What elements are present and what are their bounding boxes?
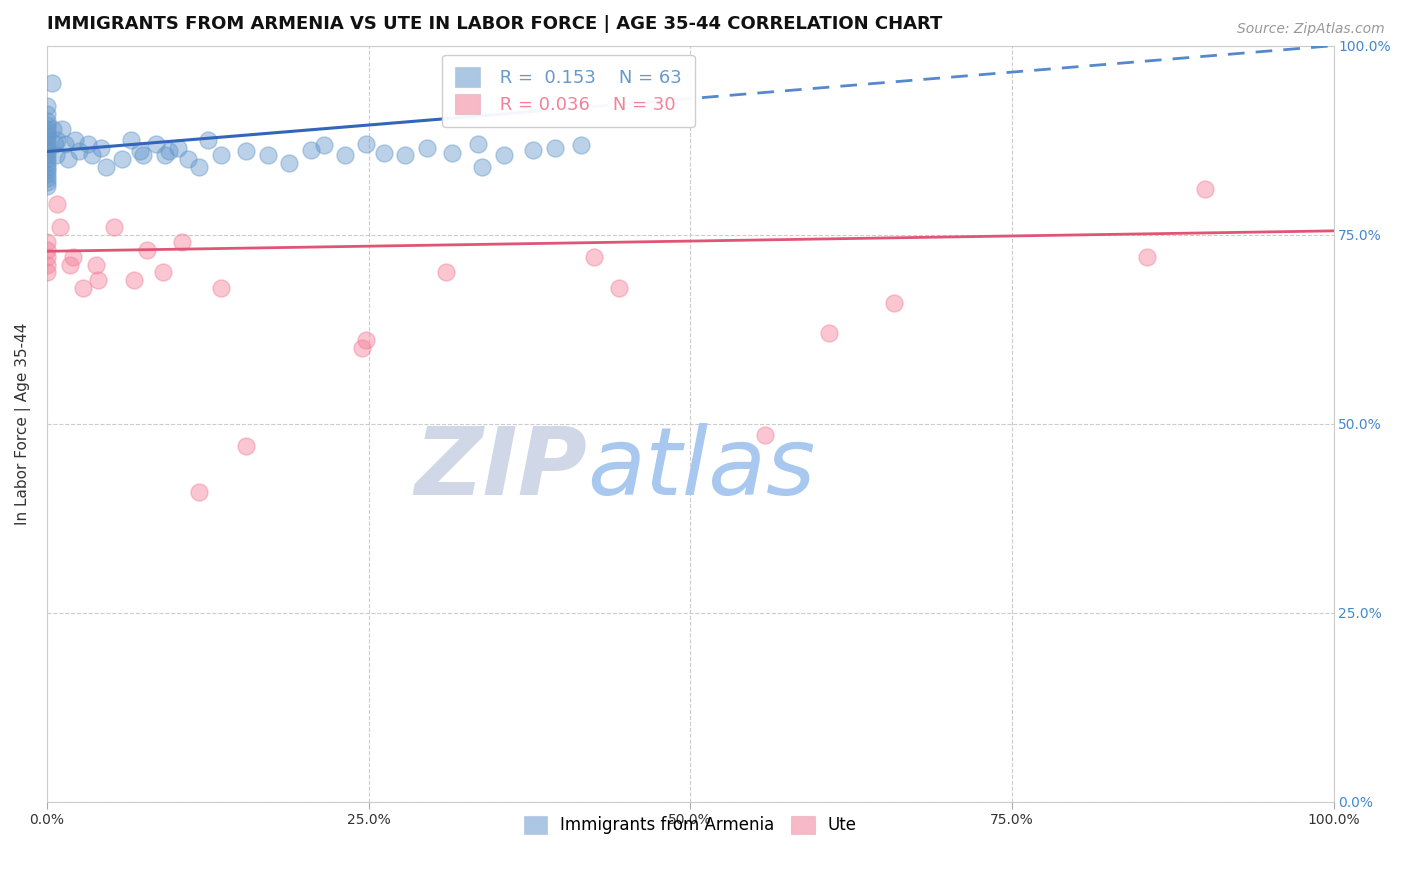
Point (51, 121, 73, 136)
Point (152, 265, 174, 279)
Point (35, 114, 58, 128)
Point (46, 133, 69, 147)
Point (136, 243, 159, 257)
Point (209, 280, 232, 294)
Point (35, 145, 58, 159)
Point (45, 148, 67, 162)
Point (96, 160, 118, 174)
Point (257, 148, 280, 162)
Point (544, 141, 567, 155)
Point (492, 148, 515, 162)
Point (35, 148, 58, 162)
Point (1194, 182, 1216, 196)
Point (35, 160, 58, 174)
Point (77, 136, 100, 151)
Point (80, 148, 103, 162)
Point (187, 160, 209, 174)
Point (197, 133, 219, 147)
Point (35, 178, 58, 193)
Point (312, 138, 335, 153)
Point (1136, 250, 1159, 264)
Point (177, 152, 200, 166)
Point (569, 138, 592, 153)
Point (170, 235, 193, 250)
Text: IMMIGRANTS FROM ARMENIA VS UTE IN LABOR FORCE | AGE 35-44 CORRELATION CHART: IMMIGRANTS FROM ARMENIA VS UTE IN LABOR … (46, 15, 942, 33)
Point (35, 136, 58, 151)
Point (35, 118, 58, 132)
Point (155, 148, 177, 162)
Point (128, 145, 150, 159)
Point (103, 220, 125, 235)
Point (35, 106, 58, 120)
Point (754, 428, 776, 442)
Point (35, 99, 58, 113)
Point (35, 175, 58, 189)
Point (35, 265, 58, 279)
Text: ZIP: ZIP (415, 423, 588, 515)
Point (35, 156, 58, 170)
Point (883, 295, 905, 310)
Point (35, 126, 58, 140)
Point (35, 163, 58, 178)
Point (120, 133, 142, 147)
Text: Source: ZipAtlas.com: Source: ZipAtlas.com (1237, 22, 1385, 37)
Point (41, 77, 63, 91)
Point (157, 145, 180, 159)
Point (609, 280, 631, 294)
Point (42, 121, 65, 136)
Point (471, 160, 494, 174)
Point (818, 326, 841, 340)
Text: atlas: atlas (588, 424, 815, 515)
Point (35, 129, 58, 144)
Point (35, 250, 58, 264)
Point (59, 258, 82, 272)
Point (62, 250, 84, 264)
Point (441, 146, 464, 161)
Point (46, 197, 69, 211)
Point (582, 250, 605, 264)
Point (145, 136, 167, 151)
Point (394, 148, 416, 162)
Point (209, 148, 232, 162)
Point (235, 439, 257, 453)
Point (35, 133, 58, 147)
Point (335, 148, 357, 162)
Point (84, 258, 107, 272)
Point (53, 136, 76, 151)
Point (187, 484, 209, 499)
Point (35, 152, 58, 166)
Point (373, 146, 395, 161)
Point (354, 334, 377, 348)
Point (110, 152, 132, 166)
Point (434, 265, 457, 279)
Point (522, 143, 544, 157)
Point (35, 121, 58, 136)
Point (235, 145, 257, 159)
Point (90, 141, 112, 155)
Point (87, 273, 110, 287)
Y-axis label: In Labor Force | Age 35-44: In Labor Force | Age 35-44 (15, 322, 31, 524)
Point (299, 143, 322, 157)
Point (35, 141, 58, 155)
Point (35, 170, 58, 185)
Point (415, 141, 437, 155)
Point (56, 152, 79, 166)
Point (35, 235, 58, 250)
Point (65, 133, 87, 147)
Point (124, 273, 146, 287)
Point (352, 341, 374, 355)
Point (35, 258, 58, 272)
Legend: Immigrants from Armenia, Ute: Immigrants from Armenia, Ute (512, 805, 869, 847)
Point (44, 136, 66, 151)
Point (35, 167, 58, 181)
Point (467, 136, 489, 151)
Point (277, 156, 299, 170)
Point (72, 280, 94, 294)
Point (354, 136, 377, 151)
Point (35, 243, 58, 257)
Point (67, 145, 90, 159)
Point (132, 148, 155, 162)
Point (49, 220, 72, 235)
Point (167, 141, 190, 155)
